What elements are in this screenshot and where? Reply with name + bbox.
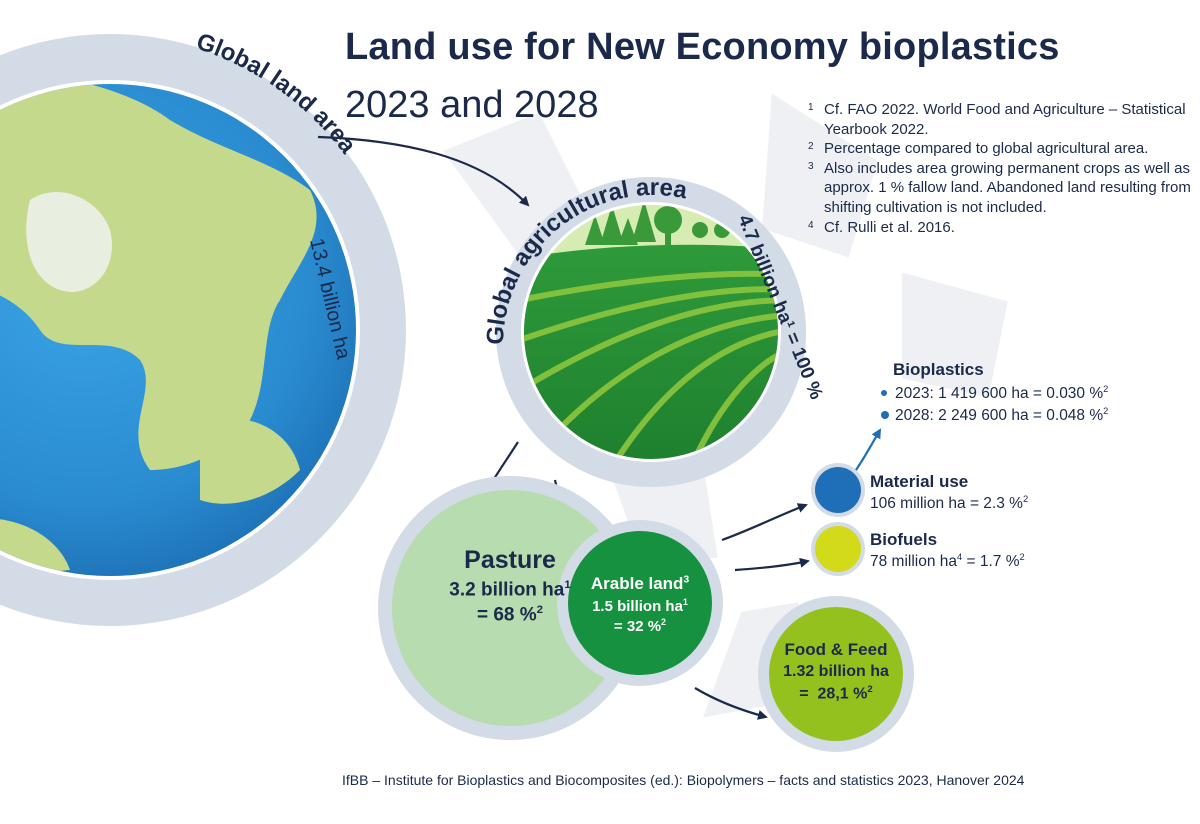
source-footer: IfBB – Institute for Bioplastics and Bio… — [342, 772, 1025, 788]
pasture-circle — [378, 476, 642, 740]
food-feed-percent: = 28,1 %2 — [799, 684, 873, 703]
arable-label: Arable land3 1.5 billion ha1 = 32 %2 — [570, 574, 710, 635]
footnote-1: 1 Cf. FAO 2022. World Food and Agricultur… — [808, 101, 1186, 138]
footnotes: 1 Cf. FAO 2022. World Food and Agricultur… — [808, 100, 1193, 237]
page-subtitle: 2023 and 2028 — [345, 84, 599, 126]
arrow-arable-to-food — [694, 687, 768, 720]
pasture-label: Pasture 3.2 billion ha1 = 68 %2 — [400, 546, 620, 627]
arable-name: Arable land3 — [590, 574, 690, 593]
biofuels-circle — [811, 522, 865, 576]
biofuels-value: 78 million ha4 = 1.7 %2 — [870, 552, 1025, 571]
bioplastics-2028: 2028: 2 249 600 ha = 0.048 %2 — [895, 406, 1109, 425]
material-use-name: Material use — [870, 472, 969, 491]
arrow-globe-to-agri — [317, 135, 530, 207]
material-use-value: 106 million ha = 2.3 %2 — [870, 494, 1029, 513]
pasture-value: 3.2 billion ha1 — [449, 579, 571, 601]
arrow-material-to-bioplastics — [855, 428, 882, 471]
arable-value: 1.5 billion ha1 — [592, 597, 688, 615]
food-feed-label: Food & Feed 1.32 billion ha = 28,1 %2 — [766, 640, 906, 703]
arrow-arable-to-biofuels — [734, 557, 810, 572]
food-feed-value: 1.32 billion ha — [783, 663, 889, 680]
material-use-circle — [811, 463, 865, 517]
globe: Global land area 13.4 billion ha — [0, 28, 406, 626]
footnote-2: 2 Percentage compared to global agricultu… — [808, 140, 1149, 158]
page-title: Land use for New Economy bioplastics — [345, 26, 1060, 68]
footnote-3: 3 Also includes area growing permanent cr… — [808, 159, 1191, 216]
food-feed-name: Food & Feed — [784, 640, 888, 659]
food-feed-circle — [758, 596, 914, 752]
bioplastics-2023: 2023: 1 419 600 ha = 0.030 %2 — [895, 384, 1109, 403]
biofuels-label: Biofuels 78 million ha4 = 1.7 %2 — [870, 530, 1025, 571]
arable-land-circle — [557, 520, 723, 686]
bioplastics-label: Bioplastics — [893, 360, 984, 380]
arable-percent: = 32 %2 — [613, 617, 667, 635]
agricultural-area-circle: Global agricultural area 4.7 billion ha¹… — [482, 174, 827, 487]
material-use-label: Material use 106 million ha = 2.3 %2 — [870, 472, 1028, 513]
footnote-4: 4 Cf. Rulli et al. 2016. — [808, 218, 955, 236]
bioplastics-2028-bullet — [881, 411, 889, 419]
bioplastics-name: Bioplastics — [893, 360, 984, 379]
pasture-name: Pasture — [464, 546, 556, 574]
bioplastics-2023-bullet — [881, 390, 887, 396]
biofuels-name: Biofuels — [870, 530, 938, 549]
pasture-percent: = 68 %2 — [476, 604, 544, 626]
arrow-arable-to-material — [721, 503, 808, 542]
